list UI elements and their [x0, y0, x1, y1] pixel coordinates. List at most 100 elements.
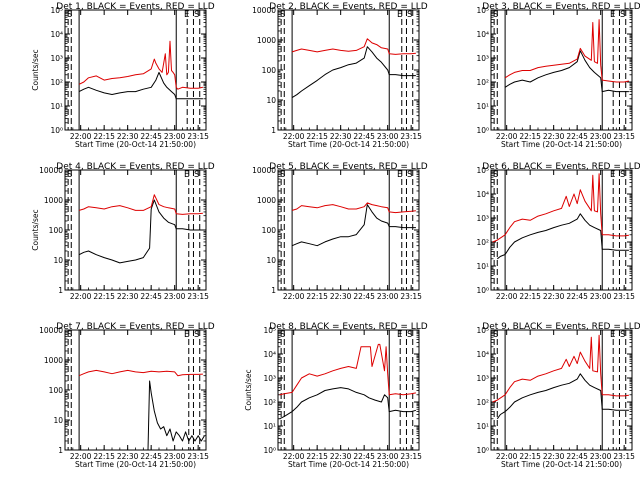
x-tick-label: 22:30 — [543, 452, 565, 461]
plot-area — [280, 10, 416, 130]
y-tick-label: 10000 — [252, 166, 276, 175]
x-tick-label: 22:15 — [519, 132, 541, 141]
start-marker-label: S — [407, 10, 412, 20]
y-tick-label: 10⁰ — [50, 126, 63, 135]
start-marker-label: S — [493, 170, 498, 180]
end-marker-label: E — [184, 170, 189, 180]
events-series-line — [279, 387, 417, 420]
lld-series-line — [492, 173, 629, 243]
y-tick-label: 10⁴ — [476, 190, 489, 199]
x-tick-label: 22:30 — [330, 292, 352, 301]
panel-title: Det 6, BLACK = Events, RED = LLD — [482, 162, 640, 172]
start-marker-label: S — [194, 330, 199, 340]
plot-area — [67, 330, 205, 450]
lld-series-line — [492, 334, 629, 403]
x-tick-label: 22:00 — [496, 452, 518, 461]
x-tick-label: 22:15 — [306, 132, 328, 141]
x-axis-label: Start Time (20-Oct-14 21:50:00) — [501, 140, 622, 149]
end-marker-label: E — [397, 330, 402, 340]
y-tick-label: 100 — [262, 66, 277, 75]
y-tick-label: 10² — [50, 78, 63, 87]
panel-title: Det 2, BLACK = Events, RED = LLD — [269, 2, 428, 12]
y-tick-label: 10⁵ — [476, 6, 489, 15]
events-series-line — [291, 46, 416, 99]
x-tick-label: 23:15 — [613, 132, 635, 141]
plot-frame — [277, 9, 420, 131]
x-tick-label: 23:15 — [400, 132, 422, 141]
x-tick-label: 22:00 — [283, 452, 305, 461]
start-marker-label: S — [67, 330, 72, 340]
start-marker-label: S — [493, 10, 498, 20]
y-tick-label: 10³ — [50, 54, 63, 63]
y-tick-label: 100 — [49, 386, 64, 395]
x-tick-label: 22:30 — [330, 132, 352, 141]
x-tick-label: 22:00 — [70, 292, 92, 301]
panel-title: Det 9, BLACK = Events, RED = LLD — [482, 322, 640, 332]
lld-series-line — [78, 369, 203, 377]
y-tick-label: 1 — [271, 126, 276, 135]
y-tick-label: 10 — [53, 256, 63, 265]
start-marker-label: S — [194, 170, 199, 180]
lld-series-line — [78, 40, 203, 90]
start-marker-label: S — [620, 170, 625, 180]
x-tick-label: 22:45 — [566, 132, 588, 141]
plot-frame — [64, 169, 207, 291]
y-tick-label: 10¹ — [476, 262, 489, 271]
start-marker-label: S — [67, 10, 72, 20]
panel-title: Det 3, BLACK = Events, RED = LLD — [482, 2, 640, 12]
x-axis-label: Start Time (20-Oct-14 21:50:00) — [288, 460, 409, 469]
x-tick-label: 22:45 — [140, 132, 162, 141]
plot-frame — [277, 329, 420, 451]
start-marker-label: S — [620, 10, 625, 20]
x-tick-label: 22:30 — [543, 292, 565, 301]
start-marker-label: S — [67, 170, 72, 180]
y-axis-label: Counts/sec — [31, 49, 40, 90]
x-tick-label: 23:00 — [377, 132, 399, 141]
y-tick-label: 10 — [266, 96, 276, 105]
y-tick-label: 10⁰ — [263, 446, 276, 455]
x-tick-label: 22:15 — [306, 452, 328, 461]
x-tick-label: 22:15 — [519, 292, 541, 301]
y-tick-label: 10³ — [263, 374, 276, 383]
lld-series-line — [78, 194, 203, 215]
start-marker-label: S — [407, 170, 412, 180]
x-tick-label: 23:00 — [164, 132, 186, 141]
x-tick-label: 23:15 — [187, 132, 209, 141]
x-tick-label: 22:45 — [353, 452, 375, 461]
start-marker-label: S — [280, 170, 285, 180]
x-tick-label: 22:45 — [140, 292, 162, 301]
panel-title: Det 7, BLACK = Events, RED = LLD — [56, 322, 215, 332]
end-marker-label: E — [397, 170, 402, 180]
events-series-line — [147, 380, 205, 450]
plot-frame — [64, 329, 207, 451]
plot-area — [67, 170, 203, 290]
x-tick-label: 22:00 — [496, 132, 518, 141]
y-tick-label: 1000 — [257, 36, 276, 45]
end-marker-label: E — [184, 10, 189, 20]
start-marker-label: S — [620, 330, 625, 340]
x-tick-label: 23:15 — [400, 292, 422, 301]
x-tick-label: 22:45 — [566, 452, 588, 461]
end-marker-label: E — [610, 330, 615, 340]
y-tick-label: 1 — [58, 286, 63, 295]
start-marker-label: S — [493, 330, 498, 340]
start-marker-label: S — [194, 10, 199, 20]
y-axis-label: Counts/sec — [31, 209, 40, 250]
y-tick-label: 10⁵ — [50, 6, 63, 15]
plot-area — [280, 170, 416, 290]
x-tick-label: 23:15 — [187, 452, 209, 461]
events-series-line — [78, 71, 203, 100]
x-tick-label: 22:00 — [70, 132, 92, 141]
x-tick-label: 22:30 — [543, 132, 565, 141]
panel-title: Det 8, BLACK = Events, RED = LLD — [269, 322, 428, 332]
y-tick-label: 10² — [476, 238, 489, 247]
y-tick-label: 10³ — [476, 374, 489, 383]
plot-area — [492, 170, 629, 290]
